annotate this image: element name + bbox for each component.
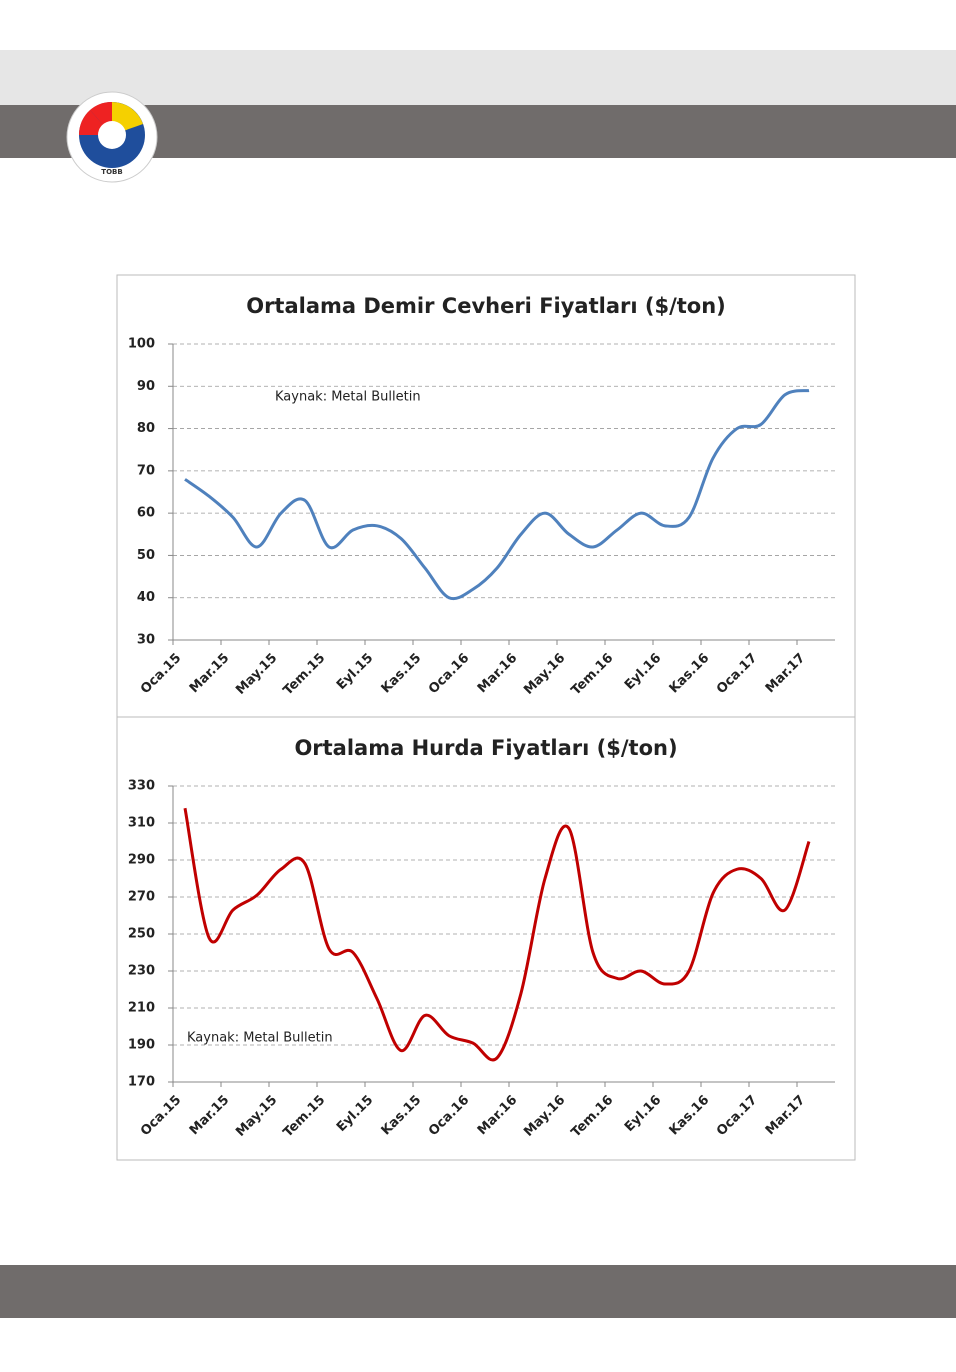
y-tick-label: 230 [128, 964, 155, 979]
y-tick-label: 60 [137, 506, 155, 521]
y-tick-label: 80 [137, 421, 155, 436]
chart-title: Ortalama Hurda Fiyatları ($/ton) [294, 736, 677, 760]
logo: TOBB [66, 91, 158, 183]
logo-text: TOBB [101, 168, 122, 176]
y-tick-label: 50 [137, 548, 155, 563]
y-tick-label: 310 [128, 816, 155, 831]
annotation: Kaynak: Metal Bulletin [275, 390, 421, 405]
chart-frame [116, 274, 856, 718]
footer-band [0, 1265, 956, 1318]
y-tick-label: 330 [128, 779, 155, 794]
data-line [183, 807, 811, 1062]
y-tick-label: 170 [128, 1075, 155, 1090]
chart-frame [116, 716, 856, 1161]
y-tick-label: 70 [137, 463, 155, 478]
header-band-light [0, 50, 956, 105]
y-tick-label: 40 [137, 590, 155, 605]
y-tick-label: 270 [128, 890, 155, 905]
header-band-dark [0, 105, 956, 158]
y-tick-label: 250 [128, 927, 155, 942]
annotation: Kaynak: Metal Bulletin [187, 1031, 333, 1046]
chart-title: Ortalama Demir Cevheri Fiyatları ($/ton) [246, 294, 726, 318]
y-tick-label: 90 [137, 379, 155, 394]
y-tick-label: 30 [137, 633, 155, 648]
y-tick-label: 290 [128, 853, 155, 868]
y-tick-label: 100 [128, 337, 155, 352]
data-line [184, 389, 810, 601]
y-tick-label: 190 [128, 1038, 155, 1053]
y-tick-label: 210 [128, 1001, 155, 1016]
